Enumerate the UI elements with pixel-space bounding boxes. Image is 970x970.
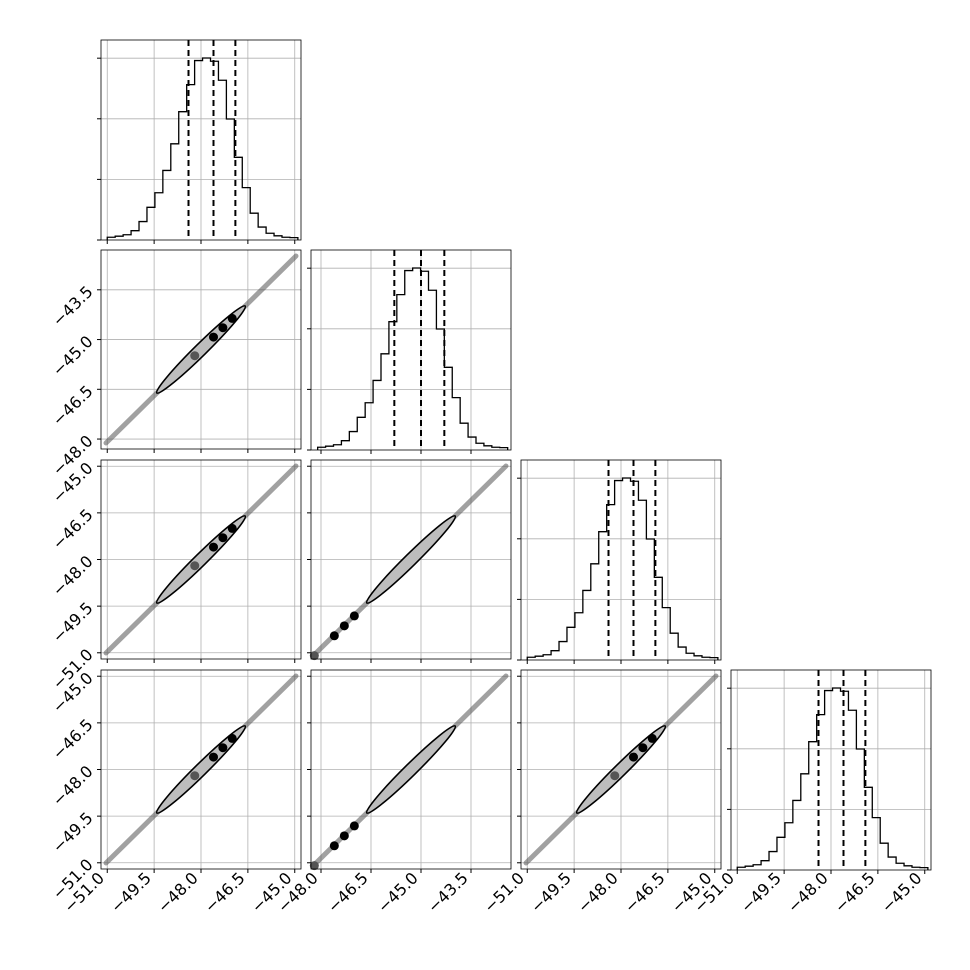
panel-frame-1-1 (310, 249, 512, 451)
xtick-label-2-2: −48.0 (574, 868, 622, 916)
xtick-label-2-0: −51.0 (480, 868, 528, 916)
xtick-label-2-3: −46.5 (621, 868, 669, 916)
histogram-0 (106, 57, 299, 240)
ytick-label-3-1: −49.5 (49, 808, 97, 856)
density-point-3-2-3 (647, 733, 657, 743)
ytick-label-3-2: −48.0 (49, 762, 97, 810)
density-point-3-1-2 (339, 831, 349, 841)
ytick-label-2-1: −49.5 (49, 598, 97, 646)
xtick-label-3-2: −48.0 (784, 868, 832, 916)
xtick-label-3-4: −45.0 (877, 868, 925, 916)
density-point-3-0-0 (190, 771, 200, 781)
ytick-label-1-3: −43.5 (49, 282, 97, 330)
density-point-3-2-0 (610, 771, 620, 781)
ytick-label-1-1: −46.5 (49, 382, 97, 430)
density-point-3-0-2 (218, 743, 228, 753)
density-point-3-0-3 (227, 733, 237, 743)
xtick-label-0-3: −46.5 (201, 868, 249, 916)
density-point-2-0-3 (227, 523, 237, 533)
ytick-label-3-3: −46.5 (49, 715, 97, 763)
ytick-label-1-2: −45.0 (49, 332, 97, 380)
ytick-label-2-2: −48.0 (49, 552, 97, 600)
density-point-1-0-0 (190, 351, 200, 361)
density-point-3-0-1 (209, 752, 218, 762)
histogram-1 (317, 267, 509, 450)
histogram-2 (526, 477, 719, 660)
xtick-label-0-2: −48.0 (154, 868, 202, 916)
density-point-1-0-2 (218, 323, 228, 333)
density-point-1-0-3 (227, 313, 237, 323)
histogram-3 (736, 687, 929, 870)
chart-marks (103, 40, 929, 871)
density-point-3-1-3 (349, 821, 359, 831)
xtick-label-1-1: −46.5 (324, 868, 372, 916)
ytick-label-2-3: −46.5 (49, 505, 97, 553)
density-point-1-0-1 (209, 332, 218, 342)
contour-3-1 (365, 724, 457, 815)
density-point-2-0-2 (218, 533, 228, 543)
density-point-3-1-0 (309, 861, 319, 871)
xtick-label-3-1: −49.5 (737, 868, 785, 916)
density-point-3-2-2 (638, 743, 648, 753)
density-point-3-2-1 (629, 752, 638, 762)
xtick-label-1-3: −43.5 (424, 868, 472, 916)
density-point-2-1-0 (309, 651, 319, 661)
density-point-3-1-1 (329, 841, 339, 851)
xtick-label-3-3: −46.5 (831, 868, 879, 916)
density-point-2-1-2 (339, 621, 349, 631)
density-point-2-1-1 (329, 631, 339, 641)
density-point-2-0-0 (190, 561, 200, 571)
density-point-2-0-1 (209, 542, 218, 552)
density-point-2-1-3 (349, 611, 359, 621)
xtick-label-2-1: −49.5 (527, 868, 575, 916)
contour-2-1 (365, 514, 457, 605)
xtick-label-0-1: −49.5 (107, 868, 155, 916)
grid-lines (101, 40, 931, 870)
xtick-label-1-2: −45.0 (374, 868, 422, 916)
